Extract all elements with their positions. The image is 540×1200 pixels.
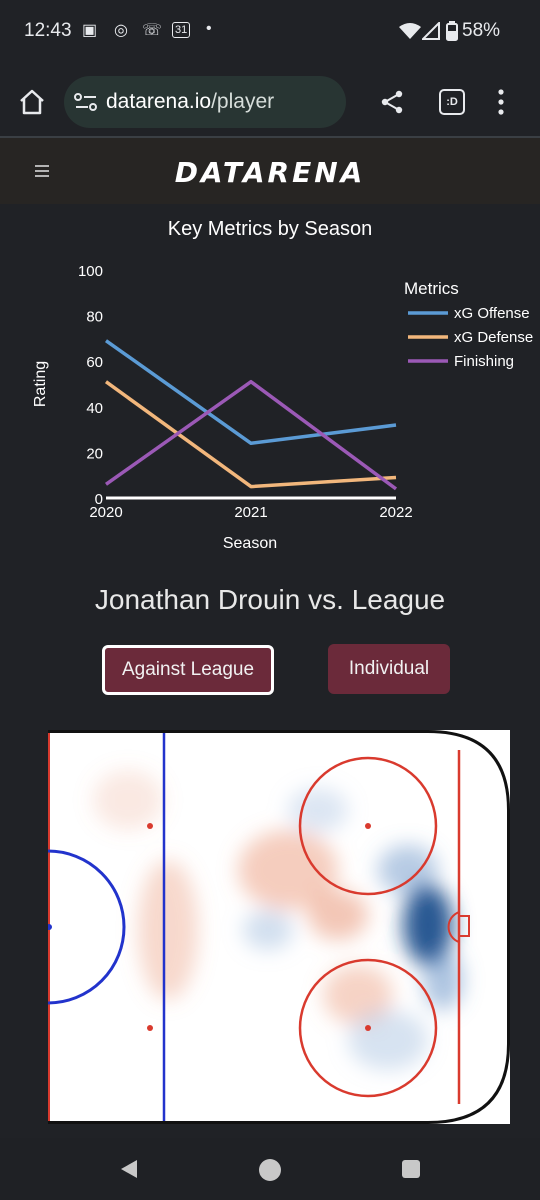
battery-icon [446, 21, 458, 41]
dot-icon: • [206, 20, 212, 37]
neutral-dot-top [147, 823, 153, 829]
center-faceoff-dot [48, 924, 52, 930]
goal-crease [447, 911, 460, 943]
y-tick-label: 20 [86, 445, 103, 462]
heat-hot [93, 770, 163, 830]
y-tick-label: 80 [86, 309, 103, 326]
x-tick-label: 2022 [379, 504, 412, 521]
datarena-logo[interactable]: DATARENA [150, 156, 390, 188]
hamburger-menu-icon[interactable] [34, 164, 50, 178]
more-options-icon[interactable] [496, 88, 506, 116]
neutral-dot-bottom [147, 1025, 153, 1031]
heat-cold [378, 845, 438, 895]
signal-icon [422, 22, 440, 40]
individual-button[interactable]: Individual [328, 644, 450, 694]
y-tick-label: 0 [95, 491, 103, 508]
series-line-finishing[interactable] [104, 379, 398, 491]
faceoff-dot-top [365, 823, 371, 829]
against-league-button[interactable]: Against League [102, 645, 274, 695]
home-icon[interactable] [18, 88, 46, 116]
share-icon[interactable] [380, 90, 404, 114]
legend-label[interactable]: Finishing [454, 353, 514, 370]
y-axis-label: Rating [32, 361, 49, 407]
wifi-icon [399, 23, 421, 39]
x-tick-label: 2020 [89, 504, 122, 521]
battery-percent: 58% [462, 20, 501, 41]
back-icon[interactable] [118, 1158, 140, 1180]
browser-toolbar: datarena.io/player :D [0, 66, 540, 138]
instagram-icon: ◎ [114, 22, 128, 39]
x-tick-label: 2021 [234, 504, 267, 521]
heat-cold [348, 1010, 428, 1070]
status-bar: 12:43 ▣ ◎ ☏ 31 • 58% [0, 0, 540, 66]
legend-label[interactable]: xG Offense [454, 305, 530, 322]
faceoff-circle-top [298, 756, 438, 896]
heat-cold [243, 910, 293, 950]
heat-hot [308, 890, 368, 940]
heat-cold [288, 788, 348, 832]
heat-hot [238, 830, 338, 910]
heat-cold [423, 950, 463, 1010]
faceoff-dot-bottom [365, 1025, 371, 1031]
series-line-xg-offense[interactable] [104, 339, 397, 446]
legend-label[interactable]: xG Defense [454, 329, 533, 346]
address-bar[interactable]: datarena.io/player [64, 76, 346, 128]
home-nav-icon[interactable] [258, 1158, 282, 1182]
y-tick-label: 60 [86, 354, 103, 371]
chart-title: Key Metrics by Season [168, 218, 373, 240]
teams-icon: ▣ [82, 22, 98, 39]
url-text: datarena.io/player [106, 90, 275, 113]
recents-icon[interactable] [401, 1159, 421, 1179]
heat-hot [138, 860, 198, 1000]
player-heading: Jonathan Drouin vs. League [94, 584, 446, 615]
heat-blobs [93, 770, 463, 1070]
goal-net [458, 915, 470, 937]
site-header: DATARENA [0, 138, 540, 204]
tab-switcher-button[interactable]: :D [439, 89, 465, 115]
series-line-xg-defense[interactable] [104, 380, 397, 489]
svg-text:DATARENA: DATARENA [175, 156, 366, 188]
x-axis-label: Season [223, 535, 277, 552]
key-metrics-chart: Key Metrics by Season 0 20 40 60 80 100 2020 2… [32, 218, 533, 552]
heat-cold [403, 885, 453, 965]
rink-boards [48, 730, 510, 1124]
status-time: 12:43 [24, 20, 72, 41]
missed-call-icon: ☏ [142, 22, 163, 39]
android-nav-bar [0, 1138, 540, 1200]
faceoff-circle-bottom [298, 958, 438, 1098]
legend-title: Metrics [404, 279, 459, 298]
center-circle [48, 849, 126, 1005]
y-tick-label: 100 [78, 263, 103, 280]
rink-heatmap [48, 730, 510, 1124]
y-tick-label: 40 [86, 400, 103, 417]
heat-hot [323, 965, 393, 1025]
site-settings-icon[interactable] [74, 92, 98, 112]
calendar-icon: 31 [172, 22, 191, 38]
